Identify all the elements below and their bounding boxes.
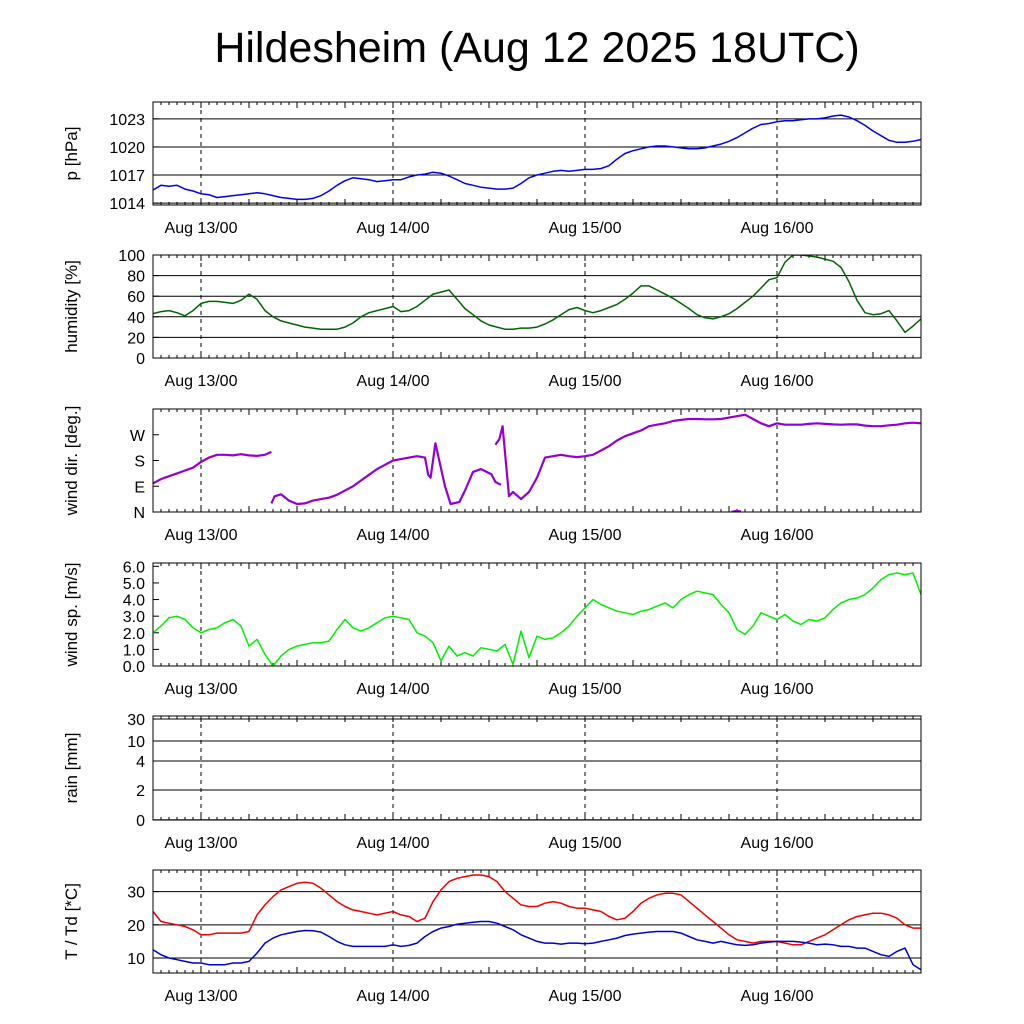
- panel-frame: [152, 254, 922, 359]
- x-tick-label: Aug 13/00: [165, 988, 238, 1005]
- y-tick-label: 30: [127, 712, 145, 729]
- y-tick-label: N: [133, 505, 145, 522]
- series-pressure: [153, 114, 921, 201]
- series-temperature: [153, 874, 921, 946]
- y-tick-label: 100: [118, 248, 145, 265]
- y-tick-label: 2.0: [123, 626, 145, 643]
- panel-pressure: 1014 1017 1020 1023 Aug 13/00 Aug 14/00 Aug 15…: [62, 101, 922, 237]
- series-wind_dir-seg2: [494, 413, 921, 501]
- x-tick-label: Aug 16/00: [741, 373, 814, 390]
- x-tick-label: Aug 15/00: [549, 527, 622, 544]
- x-tick-label: Aug 13/00: [165, 681, 238, 698]
- y-tick-label: 10: [127, 951, 145, 968]
- y-tick-label: 1023: [109, 112, 145, 129]
- y-tick-label: 4.0: [123, 593, 145, 610]
- y-tick-label: 5.0: [123, 576, 145, 593]
- y-axis-title: wind sp. [m/s]: [62, 563, 81, 668]
- panel-humidity: 0 20 40 60 80 100 Aug 13/00 Aug 14/00 Aug 15/00 A…: [62, 248, 922, 390]
- y-tick-label: S: [134, 454, 145, 471]
- y-tick-label: 60: [127, 289, 145, 306]
- y-tick-label: 3.0: [123, 609, 145, 626]
- y-tick-label: 20: [127, 918, 145, 935]
- y-tick-label: 1014: [109, 196, 145, 213]
- x-tick-label: Aug 16/00: [741, 988, 814, 1005]
- y-axis-title: wind dir. [deg.]: [62, 406, 81, 517]
- x-tick-label: Aug 15/00: [549, 681, 622, 698]
- x-tick-label: Aug 14/00: [357, 373, 430, 390]
- y-tick-label: W: [130, 428, 146, 445]
- panel-frame: [152, 101, 922, 206]
- series-humidity: [153, 255, 921, 334]
- x-tick-label: Aug 16/00: [741, 527, 814, 544]
- series-wind_dir-seg0: [153, 450, 272, 485]
- y-tick-label: 20: [127, 330, 145, 347]
- y-tick-label: 4: [136, 754, 145, 771]
- y-tick-label: E: [134, 479, 145, 496]
- x-tick-label: Aug 14/00: [357, 681, 430, 698]
- chart-title: Hildesheim (Aug 12 2025 18UTC): [214, 24, 860, 72]
- x-tick-label: Aug 15/00: [549, 835, 622, 852]
- y-axis-title: humidity [%]: [62, 260, 81, 353]
- y-tick-label: 30: [127, 885, 145, 902]
- x-tick-label: Aug 14/00: [357, 835, 430, 852]
- panel-wind_speed: 0.01.02.03.04.05.06.0 Aug 13/00 Aug 14/00 A…: [62, 559, 922, 698]
- y-tick-label: 6.0: [123, 559, 145, 576]
- panel-frame: [152, 869, 922, 974]
- panel-frame: [152, 562, 922, 667]
- y-tick-label: 0: [136, 813, 145, 830]
- y-tick-label: 10: [127, 734, 145, 751]
- y-axis-title: rain [mm]: [62, 733, 81, 804]
- y-tick-label: 1017: [109, 168, 145, 185]
- y-tick-label: 40: [127, 310, 145, 327]
- y-axis-title: p [hPa]: [62, 127, 81, 181]
- x-tick-label: Aug 13/00: [165, 220, 238, 237]
- y-tick-label: 2: [136, 783, 145, 800]
- x-tick-label: Aug 16/00: [741, 220, 814, 237]
- x-tick-label: Aug 15/00: [549, 988, 622, 1005]
- x-tick-label: Aug 13/00: [165, 835, 238, 852]
- x-tick-label: Aug 13/00: [165, 527, 238, 544]
- x-tick-label: Aug 13/00: [165, 373, 238, 390]
- series-wind_speed: [153, 572, 921, 666]
- panel-frame: [152, 408, 922, 513]
- panel-frame: [152, 715, 922, 821]
- y-tick-label: 0: [136, 351, 145, 368]
- x-tick-label: Aug 16/00: [741, 681, 814, 698]
- x-tick-label: Aug 14/00: [357, 527, 430, 544]
- x-tick-label: Aug 14/00: [357, 220, 430, 237]
- x-tick-label: Aug 15/00: [549, 220, 622, 237]
- x-tick-label: Aug 15/00: [549, 373, 622, 390]
- panel-temperature: 10 20 30 Aug 13/00 Aug 14/00 Aug 15/00 Aug 16/…: [62, 869, 922, 1005]
- y-tick-label: 1020: [109, 140, 145, 157]
- y-tick-label: 80: [127, 269, 145, 286]
- series-dewpoint: [153, 920, 921, 971]
- series-wind_dir-seg1: [270, 442, 502, 506]
- x-tick-label: Aug 14/00: [357, 988, 430, 1005]
- y-axis-title: T / Td [*C]: [62, 883, 81, 960]
- y-tick-label: 1.0: [123, 642, 145, 659]
- panel-rain: 0 2 4 10 30 Aug 13/00 Aug 14/00 Aug 15/00 Aug 16…: [62, 712, 922, 852]
- x-tick-label: Aug 16/00: [741, 835, 814, 852]
- y-tick-label: 0.0: [123, 659, 145, 676]
